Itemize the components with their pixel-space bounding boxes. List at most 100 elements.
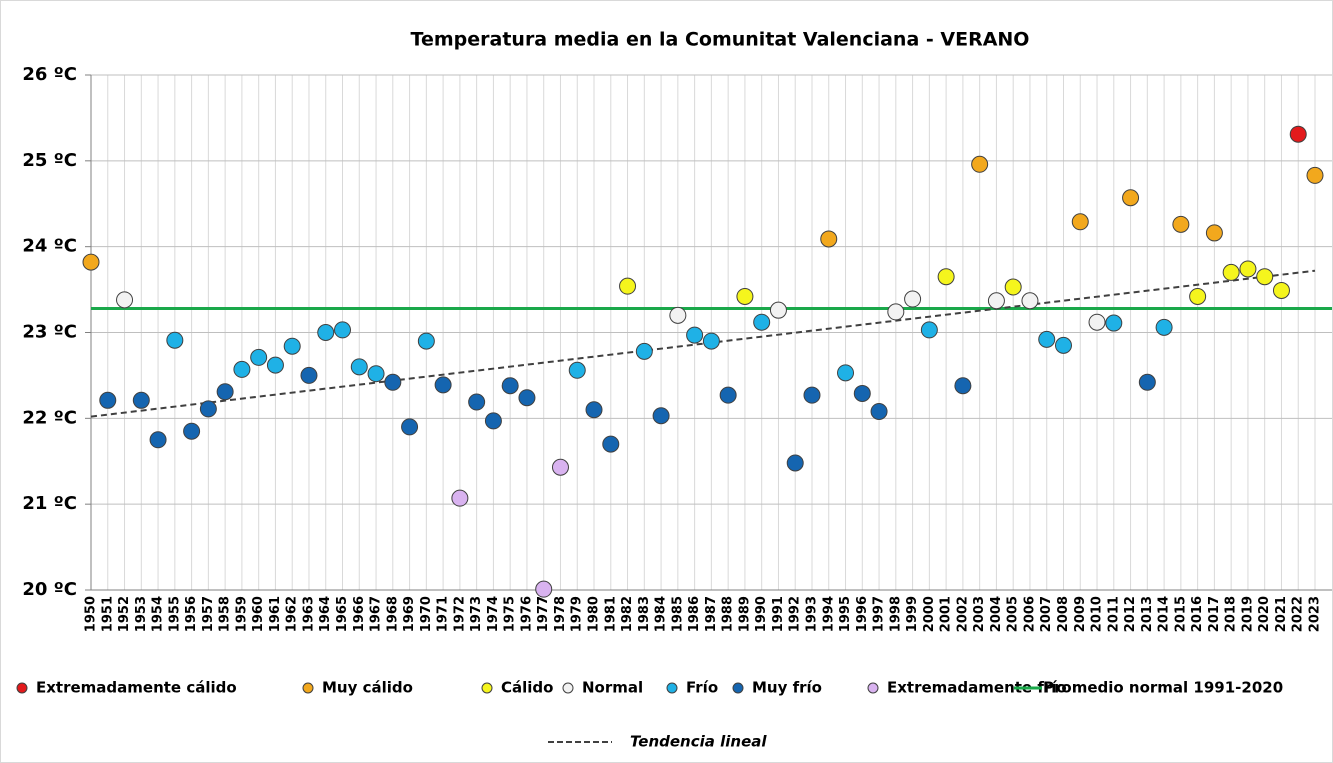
x-tick-label: 1954	[151, 596, 166, 632]
data-point	[384, 373, 402, 391]
data-point	[451, 489, 469, 507]
x-tick-label: 1978	[553, 596, 568, 632]
data-point	[501, 377, 519, 395]
x-tick-label: 1987	[704, 596, 719, 632]
data-point	[753, 313, 771, 331]
data-point	[417, 332, 435, 350]
x-tick-label: 1988	[721, 596, 736, 632]
data-point	[1038, 330, 1056, 348]
trend-line	[90, 269, 1316, 418]
data-point	[920, 321, 938, 339]
x-tick-label: 1971	[436, 596, 451, 632]
legend-label: Frío	[686, 679, 718, 697]
data-point	[1306, 166, 1324, 184]
x-tick-label: 1959	[234, 596, 249, 632]
data-point	[803, 386, 821, 404]
data-point	[149, 431, 167, 449]
y-tick-label: 26 ºC	[22, 64, 77, 85]
data-point	[853, 384, 871, 402]
x-tick-label: 1995	[838, 596, 853, 632]
x-tick-label: 2021	[1274, 596, 1289, 632]
data-point	[1205, 224, 1223, 242]
data-point	[468, 393, 486, 411]
data-point	[367, 365, 385, 383]
data-point	[602, 435, 620, 453]
x-tick-label: 1968	[385, 596, 400, 632]
x-tick-label: 1970	[419, 596, 434, 632]
x-tick-label: 1975	[503, 596, 518, 632]
x-tick-label: 1955	[167, 596, 182, 632]
x-tick-label: 1999	[905, 596, 920, 632]
data-point	[1272, 281, 1290, 299]
data-point	[350, 358, 368, 376]
data-point	[568, 361, 586, 379]
data-point	[769, 301, 787, 319]
x-tick-label: 2015	[1173, 596, 1188, 632]
x-tick-label: 1953	[134, 596, 149, 632]
data-point	[937, 268, 955, 286]
y-tick-label: 21 ºC	[22, 493, 77, 514]
data-point	[116, 291, 134, 309]
x-tick-label: 1986	[687, 596, 702, 632]
data-point	[1256, 268, 1274, 286]
data-point	[635, 342, 653, 360]
data-point	[786, 454, 804, 472]
x-tick-label: 1994	[821, 596, 836, 632]
data-point	[334, 321, 352, 339]
data-point	[1105, 314, 1123, 332]
data-point	[1172, 215, 1190, 233]
data-point	[216, 383, 234, 401]
data-point	[585, 401, 603, 419]
x-tick-label: 1997	[872, 596, 887, 632]
y-tick-label: 24 ºC	[22, 236, 77, 257]
x-tick-label: 2017	[1207, 596, 1222, 632]
x-tick-label: 1979	[570, 596, 585, 632]
x-tick-label: 1957	[201, 596, 216, 632]
x-tick-label: 1990	[754, 596, 769, 632]
x-tick-label: 1976	[519, 596, 534, 632]
data-point	[652, 407, 670, 425]
legend-marker	[666, 682, 678, 694]
x-tick-label: 1964	[318, 596, 333, 632]
x-tick-label: 2006	[1022, 596, 1037, 632]
legend-label: Extremadamente cálido	[36, 679, 237, 697]
legend-marker	[481, 682, 493, 694]
data-point	[199, 400, 217, 418]
x-tick-label: 2011	[1106, 596, 1121, 632]
x-tick-label: 2004	[989, 596, 1004, 632]
x-tick-label: 1951	[100, 596, 115, 632]
data-point	[954, 377, 972, 395]
x-tick-label: 1981	[603, 596, 618, 632]
data-point	[1054, 336, 1072, 354]
x-tick-label: 1984	[654, 596, 669, 632]
data-point	[837, 364, 855, 382]
legend-marker	[732, 682, 744, 694]
x-tick-label: 1962	[285, 596, 300, 632]
x-tick-label: 2023	[1308, 596, 1323, 632]
legend-marker	[16, 682, 28, 694]
data-point	[619, 277, 637, 295]
x-tick-label: 2009	[1073, 596, 1088, 632]
data-point	[702, 332, 720, 350]
x-tick-label: 2013	[1140, 596, 1155, 632]
x-tick-label: 1977	[536, 596, 551, 632]
data-point	[551, 458, 569, 476]
data-point	[1071, 213, 1089, 231]
data-point	[250, 348, 268, 366]
legend-label: Cálido	[501, 679, 553, 697]
data-point	[719, 386, 737, 404]
x-tick-label: 2016	[1190, 596, 1205, 632]
data-point	[971, 155, 989, 173]
x-tick-label: 2014	[1157, 596, 1172, 632]
x-tick-label: 2002	[955, 596, 970, 632]
x-tick-label: 2003	[972, 596, 987, 632]
data-point	[987, 292, 1005, 310]
data-point	[686, 326, 704, 344]
data-point	[669, 306, 687, 324]
x-tick-label: 2008	[1056, 596, 1071, 632]
x-tick-label: 1960	[251, 596, 266, 632]
data-point	[283, 337, 301, 355]
data-point	[887, 303, 905, 321]
